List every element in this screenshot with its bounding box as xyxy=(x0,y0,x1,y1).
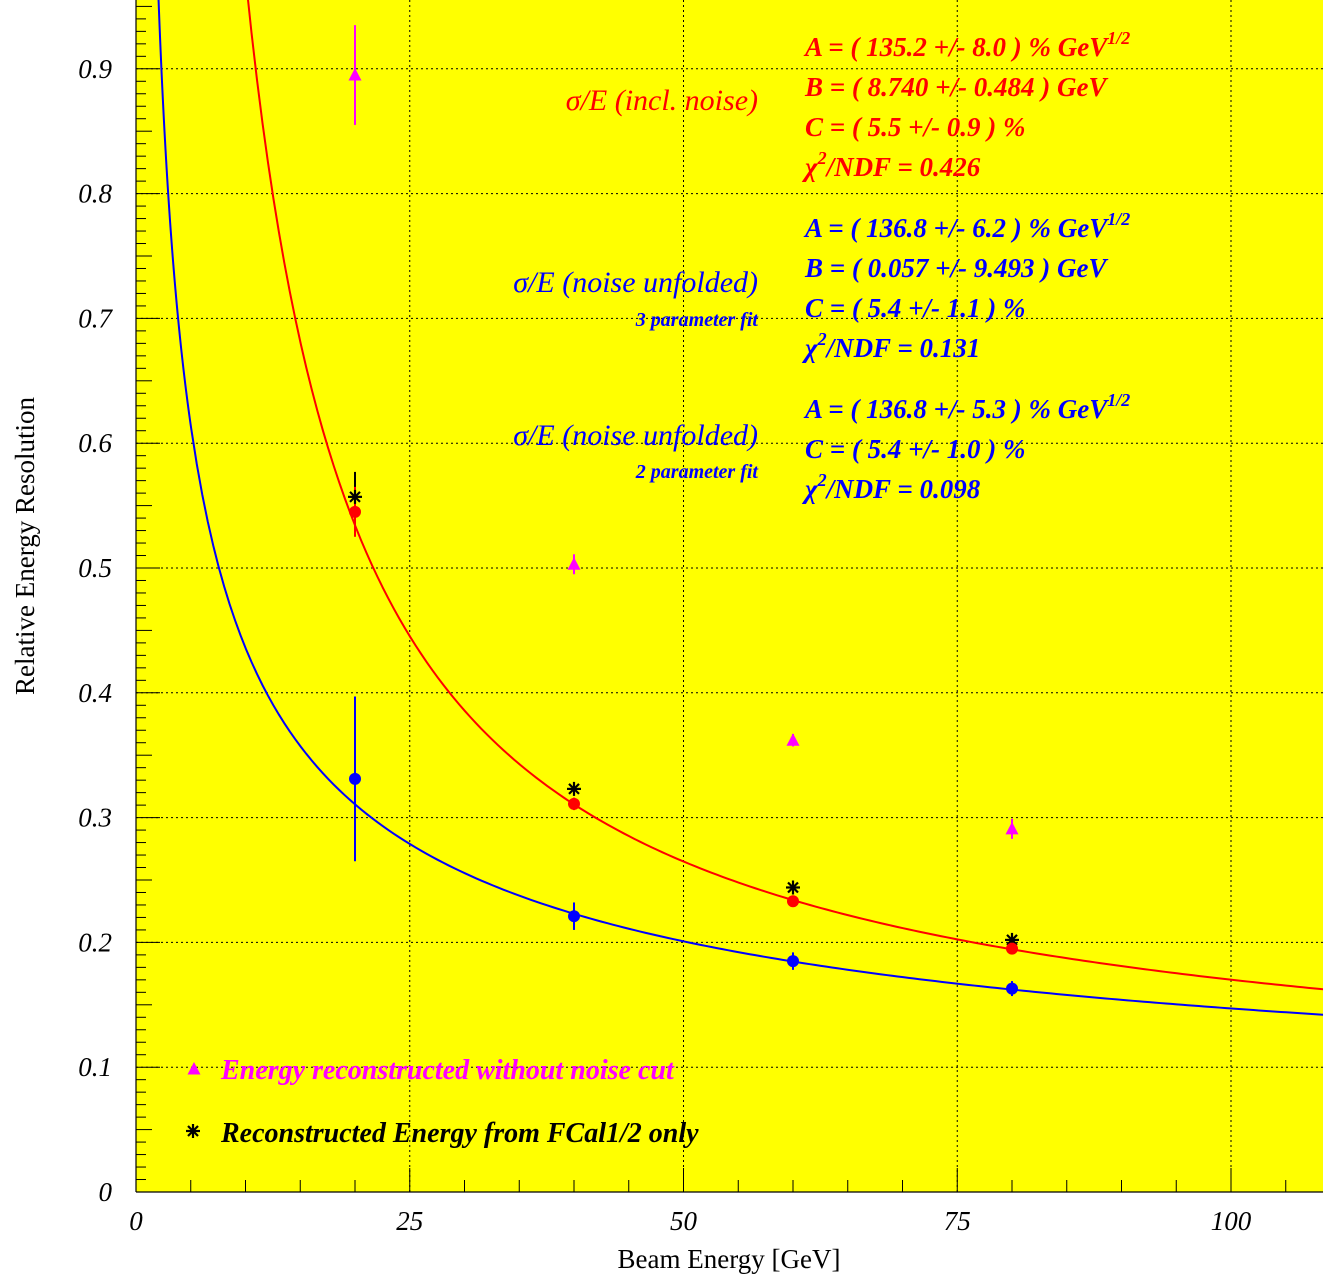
blue3-param-a: A = ( 136.8 +/- 6.2 ) % GeV1/2 xyxy=(803,209,1130,243)
y-tick-label: 0.5 xyxy=(78,553,112,583)
axis-ticks: 025507510012515017520000.10.20.30.40.50.… xyxy=(78,5,1287,1236)
x-tick-label: 100 xyxy=(1211,1206,1252,1236)
legend-label-star: Reconstructed Energy from FCal1/2 only xyxy=(220,1118,699,1149)
y-tick-label: 0.2 xyxy=(78,927,112,957)
legend-star-marker xyxy=(186,1124,200,1138)
circle-data-point xyxy=(349,505,361,518)
star-stroke xyxy=(187,1125,199,1137)
y-tick-label: 0.4 xyxy=(78,678,112,708)
star-data-point xyxy=(567,781,581,796)
star-stroke xyxy=(568,783,580,795)
triangle-data-point xyxy=(1005,821,1019,835)
legend-triangle-marker xyxy=(187,1062,201,1075)
blue3-param-chi2: χ2/NDF = 0.131 xyxy=(801,329,980,363)
x-tick-label: 25 xyxy=(396,1206,423,1236)
x-tick-label: 0 xyxy=(129,1206,143,1236)
circle-data-point xyxy=(568,910,580,923)
triangle-data-point xyxy=(567,557,581,570)
red-fit-label: σ/E (incl. noise) xyxy=(566,84,758,117)
x-tick-label: 50 xyxy=(670,1206,698,1236)
blue2-param-c: C = ( 5.4 +/- 1.0 ) % xyxy=(805,434,1026,464)
x-tick-label: 75 xyxy=(944,1206,971,1236)
y-tick-label: 0.1 xyxy=(78,1052,112,1082)
blue3-param-b: B = ( 0.057 +/- 9.493 ) GeV xyxy=(804,253,1108,283)
data-markers xyxy=(348,68,1019,995)
star-stroke xyxy=(787,881,799,894)
fit-curves xyxy=(157,0,1323,1016)
blue3-param-c: C = ( 5.4 +/- 1.1 ) % xyxy=(805,293,1026,323)
circle-data-point xyxy=(787,955,799,968)
legend: Energy reconstructed without noise cut R… xyxy=(186,1055,699,1149)
circle-data-point xyxy=(1006,942,1018,955)
y-tick-label: 0.9 xyxy=(78,54,112,84)
circle-data-point xyxy=(787,895,799,908)
fit-curve xyxy=(157,0,1323,1016)
blue2-fit-params: A = ( 136.8 +/- 5.3 ) % GeV1/2 C = ( 5.4… xyxy=(801,390,1130,504)
blue-fit-sublabel-2p: 2 parameter fit xyxy=(635,461,760,483)
red-param-b: B = ( 8.740 +/- 0.484 ) GeV xyxy=(804,72,1108,102)
circle-data-point xyxy=(1006,982,1018,995)
axes xyxy=(135,0,1323,1193)
red-param-a: A = ( 135.2 +/- 8.0 ) % GeV1/2 xyxy=(803,28,1130,62)
red-param-c: C = ( 5.5 +/- 0.9 ) % xyxy=(805,112,1026,142)
y-tick-label: 0.6 xyxy=(78,428,112,458)
y-tick-label: 0.8 xyxy=(78,179,112,209)
star-data-point xyxy=(348,489,362,504)
blue2-param-a: A = ( 136.8 +/- 5.3 ) % GeV1/2 xyxy=(803,390,1130,424)
triangle-data-point xyxy=(348,68,362,81)
red-fit-params: A = ( 135.2 +/- 8.0 ) % GeV1/2 B = ( 8.7… xyxy=(801,28,1130,182)
star-stroke xyxy=(349,491,361,503)
blue-fit-label-2p: σ/E (noise unfolded) xyxy=(513,419,758,452)
circle-data-point xyxy=(349,772,361,785)
star-data-point xyxy=(786,880,800,895)
blue-fit-sublabel-3p: 3 parameter fit xyxy=(635,309,760,331)
blue3-fit-params: A = ( 136.8 +/- 6.2 ) % GeV1/2 B = ( 0.0… xyxy=(801,209,1130,363)
y-tick-label: 0.3 xyxy=(78,803,112,833)
triangle-data-point xyxy=(786,733,800,746)
y-tick-label: 0.7 xyxy=(78,303,113,333)
blue-fit-label-3p: σ/E (noise unfolded) xyxy=(513,266,758,299)
y-axis-title: Relative Energy Resolution xyxy=(10,397,40,695)
plot-background xyxy=(136,0,1323,1192)
circle-data-point xyxy=(568,797,580,810)
blue2-param-chi2: χ2/NDF = 0.098 xyxy=(801,470,981,504)
fit-curve xyxy=(247,0,1323,991)
star-stroke xyxy=(1006,934,1018,946)
grid xyxy=(136,0,1323,1192)
red-param-chi2: χ2/NDF = 0.426 xyxy=(801,148,981,182)
y-tick-label: 0 xyxy=(99,1177,113,1207)
x-axis-title: Beam Energy [GeV] xyxy=(618,1244,841,1274)
legend-label-triangle: Energy reconstructed without noise cut xyxy=(220,1055,675,1086)
